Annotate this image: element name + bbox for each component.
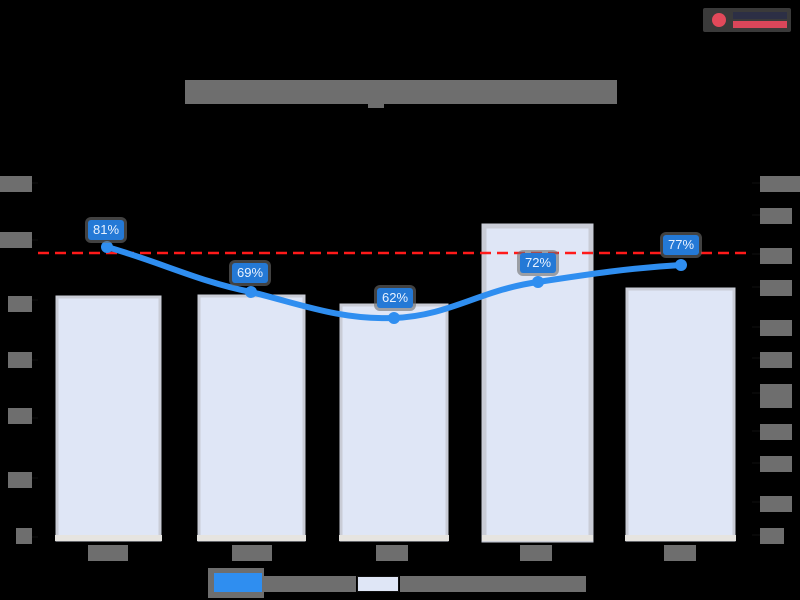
right-axis-label: [illegible] <box>760 280 792 296</box>
data-label: 62% <box>377 288 414 308</box>
data-label: 72% <box>520 253 557 273</box>
right-axis-label: [illegible] <box>760 496 792 512</box>
logo-text-top <box>733 12 787 19</box>
legend-bar-swatch-icon[interactable] <box>357 576 399 592</box>
data-label: 81% <box>88 220 125 240</box>
bar-1 <box>55 295 162 542</box>
right-axis-label: [illegible] <box>760 384 792 408</box>
left-axis-label: [illegible] <box>8 352 32 368</box>
left-axis-label: [illegible] <box>16 528 32 544</box>
chart-title-descender <box>368 100 384 108</box>
legend-line-item[interactable] <box>208 568 264 598</box>
left-axis-label: [illegible] <box>8 408 32 424</box>
x-axis-label: [illegible] <box>664 545 696 561</box>
right-axis-label: [illegible] <box>760 248 792 264</box>
bar-2 <box>197 294 306 542</box>
data-label: 69% <box>232 263 269 283</box>
x-axis-label: [illegible] <box>520 545 552 561</box>
logo-mark-icon <box>712 13 726 27</box>
x-axis-label: [illegible] <box>376 545 408 561</box>
left-axis-label: [illegible] <box>0 176 32 192</box>
left-axis-label: [illegible] <box>8 296 32 312</box>
x-axis-label: [illegible] <box>88 545 128 561</box>
right-axis-label: [illegible] <box>760 424 792 440</box>
legend-line-label: [illegible] <box>264 576 356 592</box>
bar-3 <box>339 303 449 542</box>
x-axis-label: [illegible] <box>232 545 272 561</box>
right-axis-label: [illegible] <box>760 320 792 336</box>
legend: [illegible] [illegible] <box>208 568 588 598</box>
bar-series <box>55 223 736 543</box>
legend-bar-label: [illegible] <box>400 576 586 592</box>
right-axis-label: [illegible] <box>760 528 784 544</box>
data-label: 77% <box>663 235 700 255</box>
legend-line-swatch-icon <box>214 573 262 592</box>
bar-5 <box>625 287 736 542</box>
chart-title: [illegible chart title] <box>185 80 617 104</box>
line-markers <box>101 241 687 324</box>
left-axis-label: [illegible] <box>0 232 32 248</box>
right-axis-label: [illegible] <box>760 208 792 224</box>
logo <box>703 8 791 32</box>
right-axis-label: [illegible] <box>760 456 792 472</box>
left-axis-label: [illegible] <box>8 472 32 488</box>
logo-text-bottom <box>733 21 787 28</box>
right-axis-label: [illegible] <box>760 352 792 368</box>
bar-4 <box>481 223 594 543</box>
right-axis-label: [illegible] <box>760 176 800 192</box>
